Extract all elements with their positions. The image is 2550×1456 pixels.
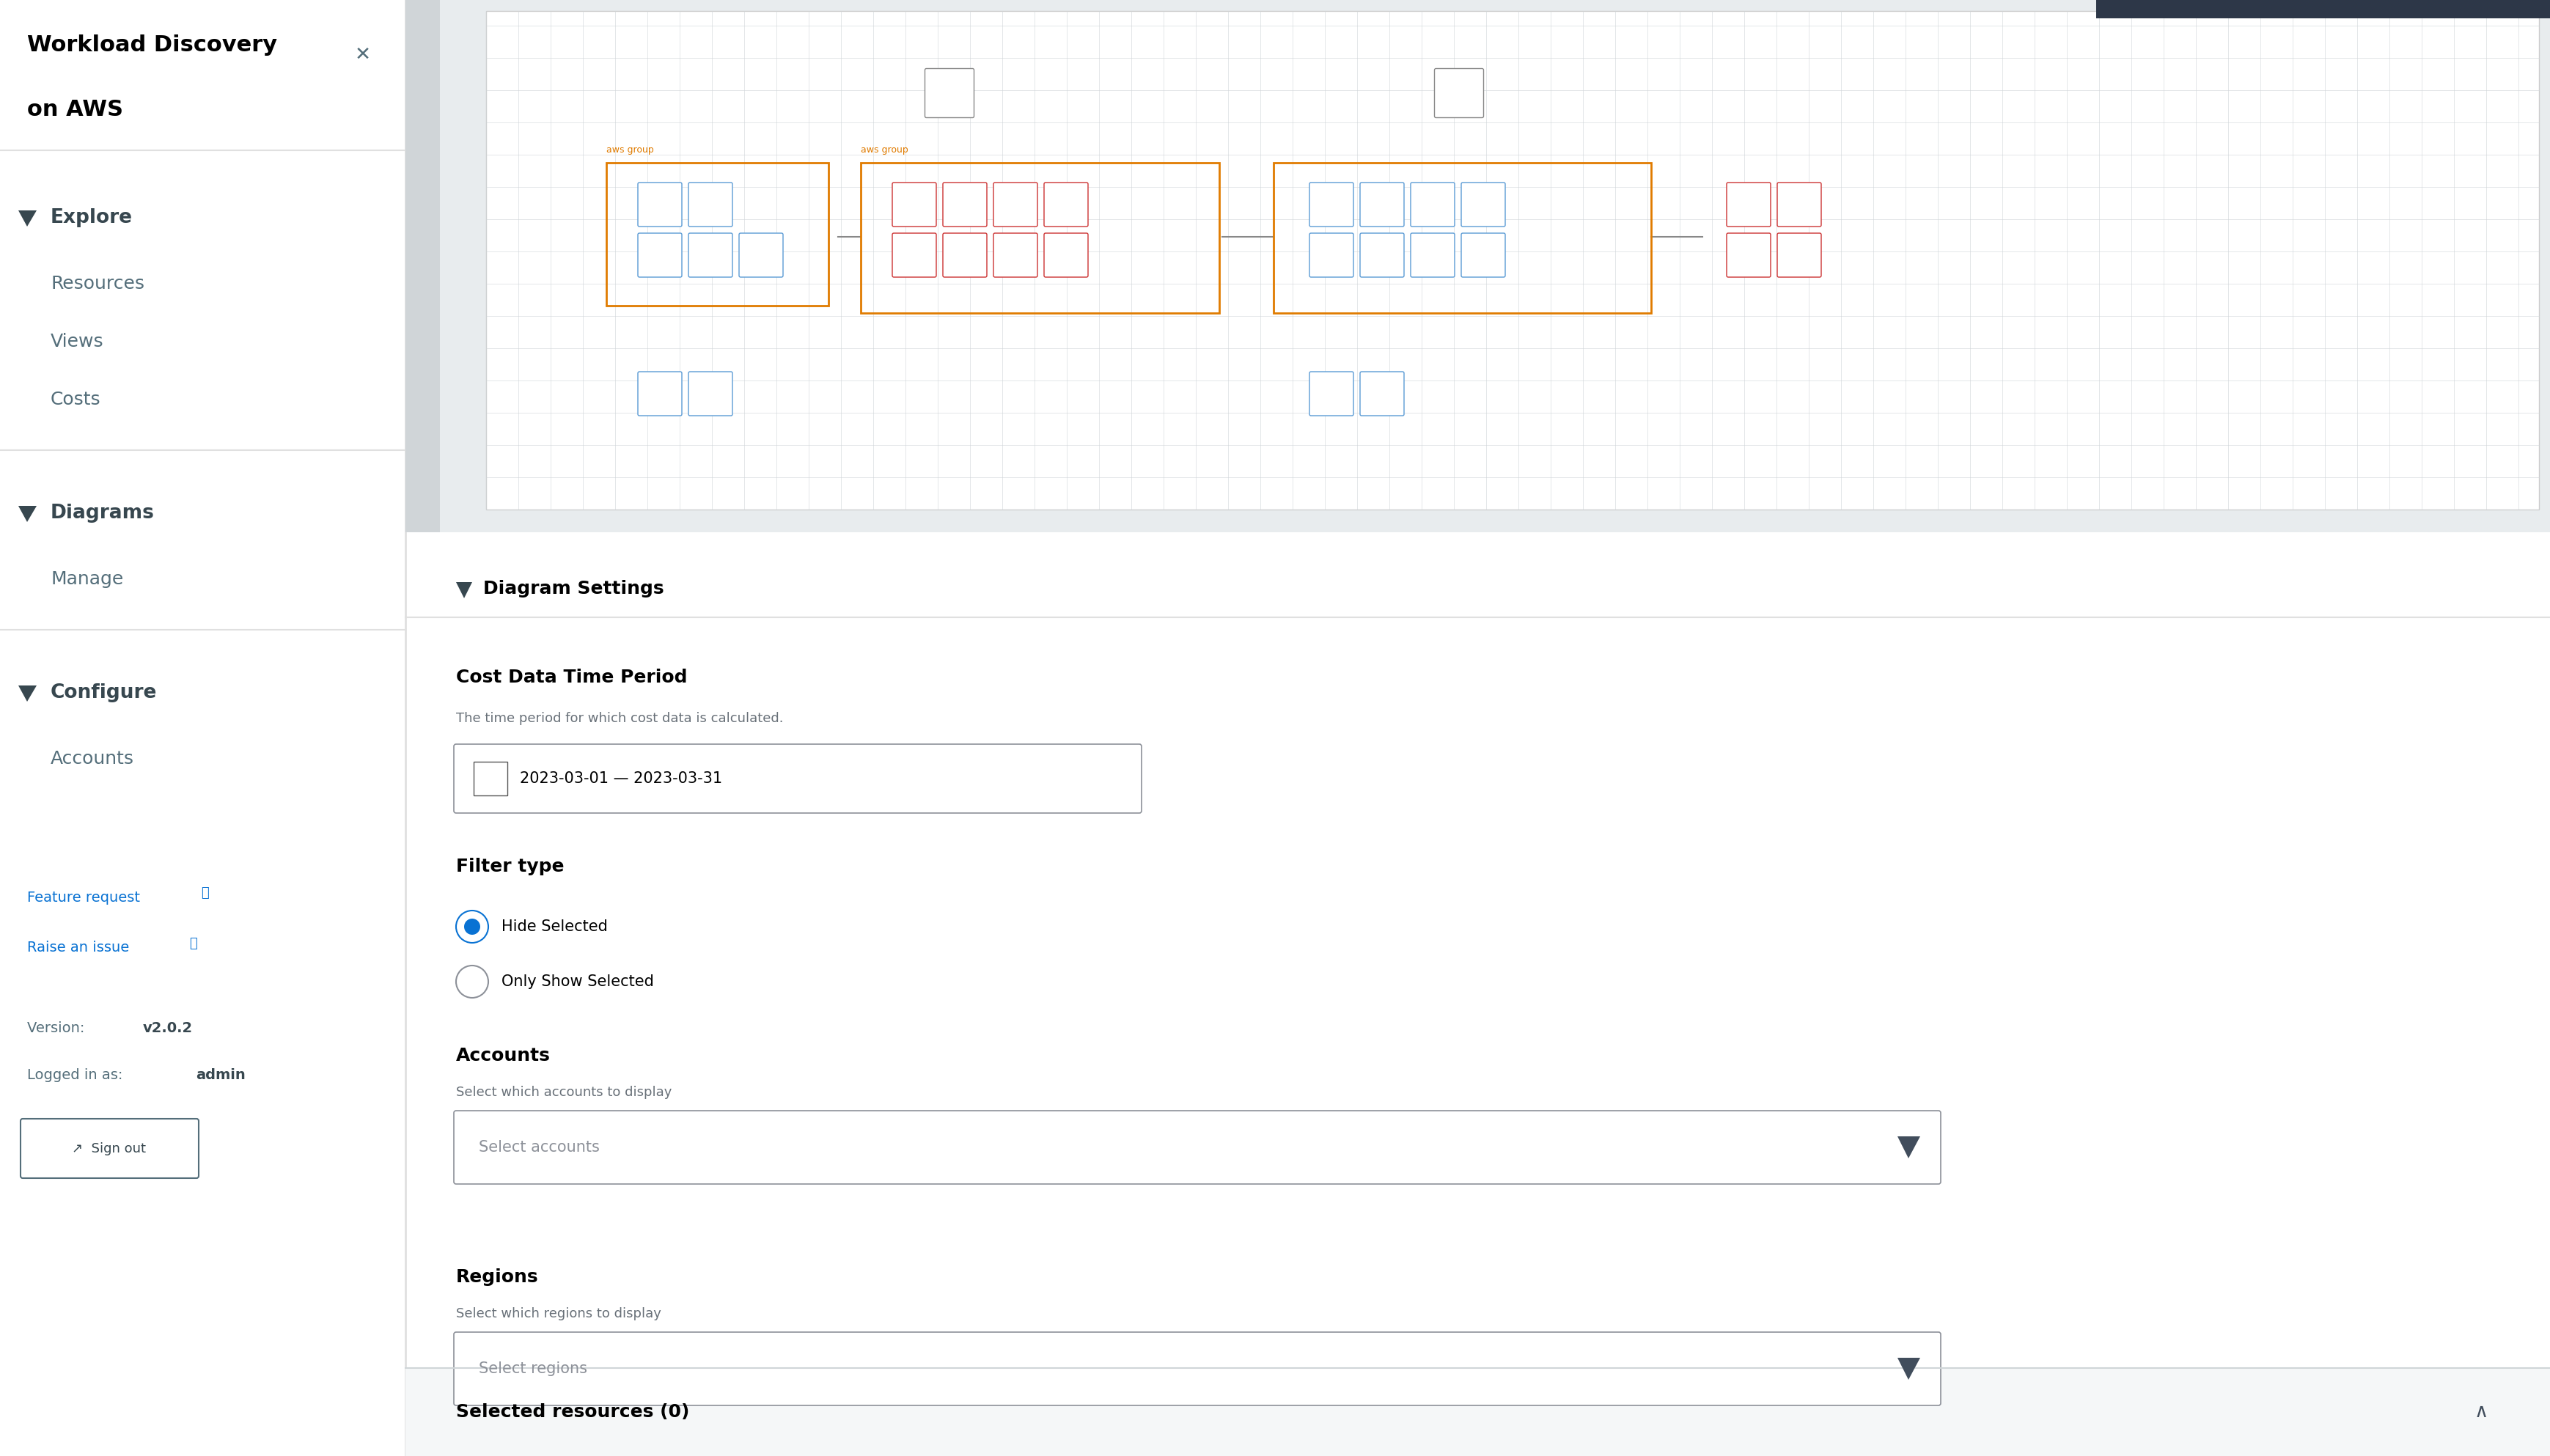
FancyBboxPatch shape [1777,233,1821,277]
FancyBboxPatch shape [405,533,2550,1456]
Text: aws group: aws group [607,146,653,154]
FancyBboxPatch shape [454,1111,1941,1184]
FancyBboxPatch shape [1043,182,1089,227]
FancyBboxPatch shape [1726,233,1770,277]
Text: Costs: Costs [51,390,102,408]
FancyBboxPatch shape [474,761,507,795]
Text: Explore: Explore [51,208,133,227]
Text: ⧉: ⧉ [201,887,209,900]
Text: Filter type: Filter type [456,858,564,875]
Text: ∧: ∧ [2474,1402,2489,1421]
Text: Cost Data Time Period: Cost Data Time Period [456,668,689,686]
Polygon shape [456,582,472,598]
FancyBboxPatch shape [454,744,1142,812]
FancyBboxPatch shape [487,12,2540,510]
Text: The time period for which cost data is calculated.: The time period for which cost data is c… [456,712,783,725]
Text: Hide Selected: Hide Selected [502,919,607,933]
FancyBboxPatch shape [1311,182,1354,227]
Text: Manage: Manage [51,571,122,588]
Text: Accounts: Accounts [51,750,135,767]
FancyBboxPatch shape [740,233,783,277]
Text: aws group: aws group [862,146,908,154]
Text: Select which accounts to display: Select which accounts to display [456,1086,671,1099]
FancyBboxPatch shape [405,1369,2550,1456]
Polygon shape [18,211,36,227]
Text: Select accounts: Select accounts [479,1140,599,1155]
Text: ✕: ✕ [354,45,370,64]
Text: Select regions: Select regions [479,1361,587,1376]
FancyBboxPatch shape [1461,182,1504,227]
Text: on AWS: on AWS [28,99,122,121]
Text: Diagrams: Diagrams [51,504,156,523]
FancyBboxPatch shape [0,0,405,1456]
Text: Feature request: Feature request [28,891,140,904]
FancyBboxPatch shape [405,0,441,533]
FancyBboxPatch shape [689,182,732,227]
Text: Logged in as:: Logged in as: [28,1067,128,1082]
FancyBboxPatch shape [1359,371,1405,415]
FancyBboxPatch shape [405,0,2550,533]
FancyBboxPatch shape [926,68,974,118]
Text: Accounts: Accounts [456,1047,551,1064]
FancyBboxPatch shape [20,1118,199,1178]
Text: Selected resources (0): Selected resources (0) [456,1404,689,1421]
FancyBboxPatch shape [689,371,732,415]
FancyBboxPatch shape [1410,182,1454,227]
FancyBboxPatch shape [2096,0,2550,19]
Text: Regions: Regions [456,1268,538,1286]
Text: Select which regions to display: Select which regions to display [456,1307,660,1321]
Text: ⧉: ⧉ [189,938,196,951]
FancyBboxPatch shape [892,182,936,227]
Polygon shape [1897,1358,1920,1380]
FancyBboxPatch shape [1359,233,1405,277]
FancyBboxPatch shape [1461,233,1504,277]
Text: Version:: Version: [28,1022,89,1035]
FancyBboxPatch shape [638,233,681,277]
FancyBboxPatch shape [944,182,987,227]
Text: Only Show Selected: Only Show Selected [502,974,653,989]
FancyBboxPatch shape [638,371,681,415]
FancyBboxPatch shape [638,182,681,227]
FancyBboxPatch shape [1777,182,1821,227]
Text: Views: Views [51,333,105,351]
FancyBboxPatch shape [995,182,1038,227]
FancyBboxPatch shape [944,233,987,277]
FancyBboxPatch shape [1726,182,1770,227]
FancyBboxPatch shape [995,233,1038,277]
FancyBboxPatch shape [1311,371,1354,415]
FancyBboxPatch shape [1436,68,1484,118]
Circle shape [464,919,479,935]
FancyBboxPatch shape [1311,233,1354,277]
FancyBboxPatch shape [1043,233,1089,277]
Text: ↗  Sign out: ↗ Sign out [71,1142,145,1156]
Text: Raise an issue: Raise an issue [28,941,130,955]
FancyBboxPatch shape [689,233,732,277]
Text: 2023-03-01 — 2023-03-31: 2023-03-01 — 2023-03-31 [520,772,722,786]
FancyBboxPatch shape [454,1332,1941,1405]
FancyBboxPatch shape [892,233,936,277]
Text: Diagram Settings: Diagram Settings [482,579,663,597]
Text: v2.0.2: v2.0.2 [143,1022,194,1035]
Polygon shape [18,505,36,523]
Text: Workload Discovery: Workload Discovery [28,35,278,55]
FancyBboxPatch shape [1410,233,1454,277]
Text: Resources: Resources [51,275,145,293]
Text: admin: admin [196,1067,245,1082]
Polygon shape [18,686,36,702]
Polygon shape [1897,1136,1920,1159]
Text: Configure: Configure [51,683,158,702]
FancyBboxPatch shape [1359,182,1405,227]
